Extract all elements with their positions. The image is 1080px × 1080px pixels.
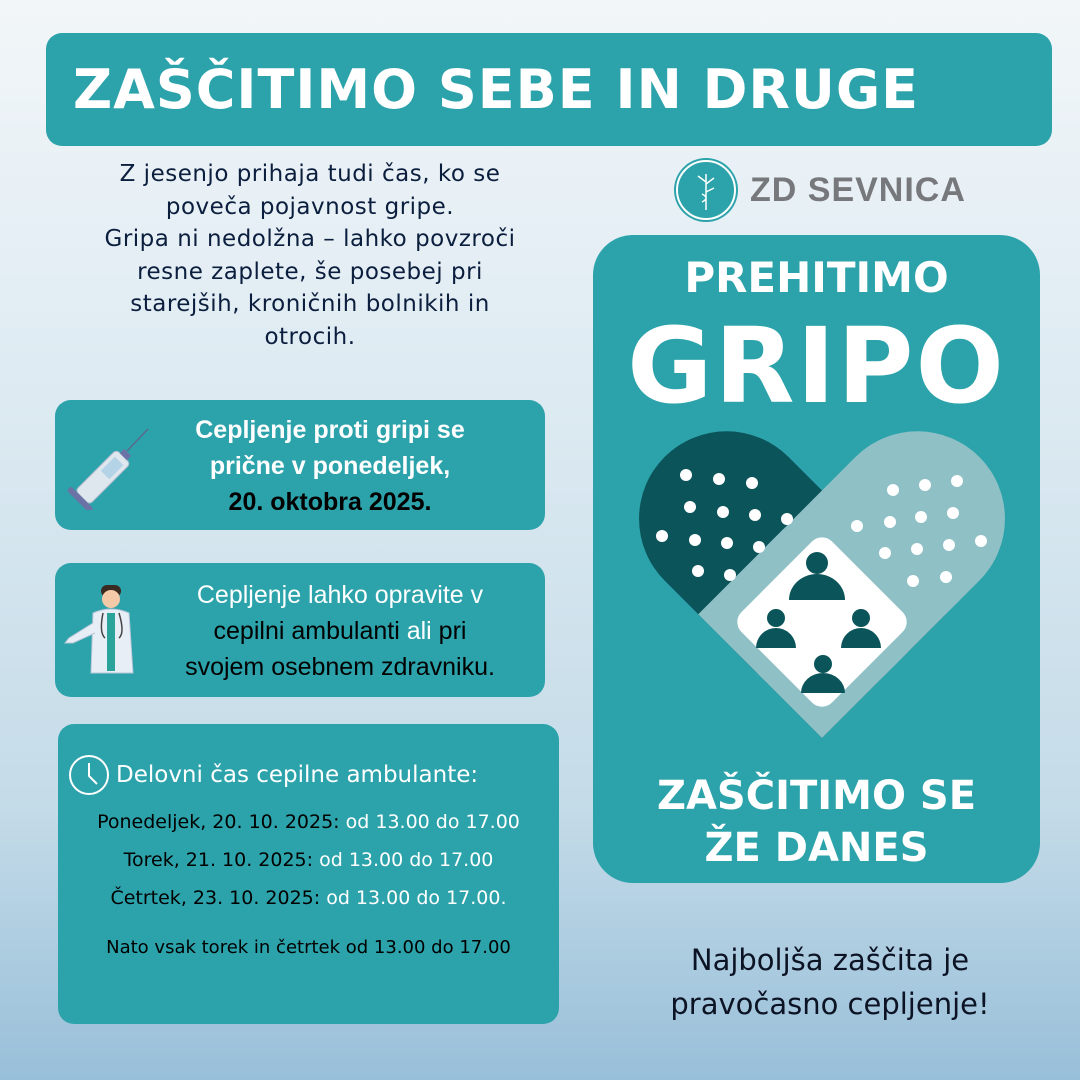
hours-time: od 13.00 do 17.00 [345,811,520,833]
hours-day: Četrtek, 23. 10. 2025: [110,887,327,909]
intro-line: Z jesenjo prihaja tudi čas, ko se [119,161,501,187]
hours-heading-text: Delovni čas cepilne ambulante: [116,762,479,788]
where-line-1: Cepljenje lahko opravite v [196,581,484,609]
hours-time: od 13.00 do 17.00 [319,849,494,871]
intro-line: Gripa ni nedolžna – lahko povzroči [104,226,516,252]
intro-text: Z jesenjo prihaja tudi čas, ko se poveča… [55,158,565,353]
hours-row: Četrtek, 23. 10. 2025: od 13.00 do 17.00… [58,887,559,909]
panel-subtitle-line: ZAŠČITIMO SE [656,773,977,819]
clock-icon [69,755,109,795]
slogan-line: Najboljša zaščita je [690,943,970,977]
hours-row: Torek, 21. 10. 2025: od 13.00 do 17.00 [58,849,559,871]
page-title: ZAŠČITIMO SEBE IN DRUGE [72,58,920,121]
hours-day: Ponedeljek, 20. 10. 2025: [97,811,346,833]
bandage-heart-people-icon [639,431,1005,738]
text-span: cepilni ambulanti [213,617,407,645]
syringe-icon [67,428,149,510]
title-banner: ZAŠČITIMO SEBE IN DRUGE [46,33,1052,146]
where-text: Cepljenje lahko opravite v cepilni ambul… [155,577,525,685]
panel-heading: PREHITIMO [684,253,949,302]
doctor-icon [63,585,134,674]
slogan-line: pravočasno cepljenje! [670,987,990,1021]
slogan: Najboljša zaščita je pravočasno cepljenj… [600,938,1060,1026]
hours-note: Nato vsak torek in četrtek od 13.00 do 1… [106,937,511,958]
hours-heading: Delovni čas cepilne ambulante: [68,754,558,796]
intro-line: resne zaplete, še posebej pri [137,258,483,285]
where-line-3: svojem osebnem zdravniku. [185,653,495,681]
start-date: 20. oktobra 2025. [228,488,432,516]
hours-day: Torek, 21. 10. 2025: [123,849,320,871]
where-box: Cepljenje lahko opravite v cepilni ambul… [55,563,545,697]
start-line-1: Cepljenje proti gripi se [195,416,465,444]
tree-of-life-logo-icon [676,160,736,220]
start-date-box: Cepljenje proti gripi se pričnе v ponede… [55,400,545,530]
campaign-panel: PREHITIMO GRIPO ZAŠČITIMO SE ŽE [593,235,1040,883]
intro-line: starejših, kroničnih bolnikih in [130,291,490,317]
panel-title: GRIPO [627,305,1006,427]
intro-line: poveča pojavnost gripe. [165,193,455,220]
text-span: ali [406,617,432,645]
hours-time: od 13.00 do 17.00. [326,887,507,909]
where-line-2: cepilni ambulanti ali pri [155,613,525,649]
intro-line: otrocih. [264,323,356,350]
start-date-text: Cepljenje proti gripi se pričnе v ponede… [165,412,495,520]
hours-box: Delovni čas cepilne ambulante: Ponedelje… [58,724,559,1024]
text-span: pri [431,617,467,645]
hours-row: Ponedeljek, 20. 10. 2025: od 13.00 do 17… [58,811,559,833]
logo-name: ZD SEVNICA [750,170,966,209]
panel-subtitle-line: ŽE DANES [704,825,929,871]
zd-sevnica-logo: ZD SEVNICA [676,160,966,220]
start-line-2: pričnе v ponedeljek, [209,452,451,480]
panel-subtitle: ZAŠČITIMO SE ŽE DANES [593,770,1040,874]
